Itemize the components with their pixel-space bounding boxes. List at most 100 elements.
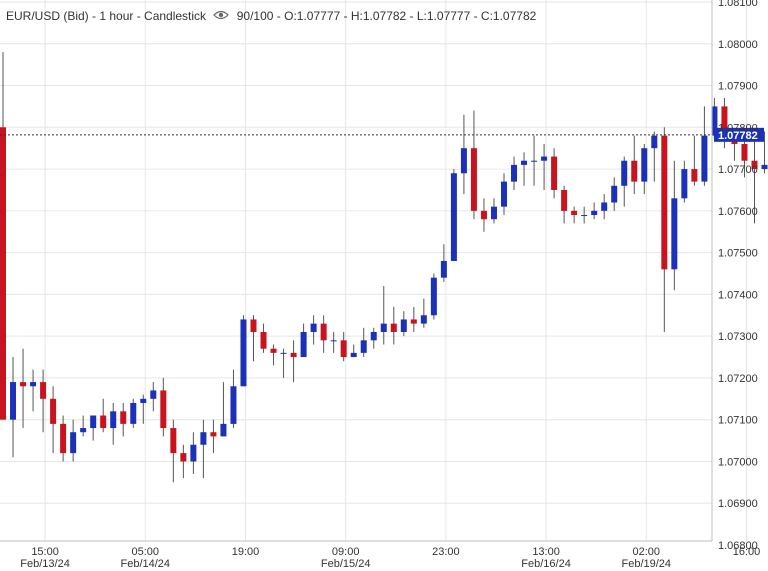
candle-body (140, 398, 147, 403)
candle-body (721, 106, 728, 140)
candle-body (691, 169, 698, 182)
y-tick-label: 1.07400 (718, 289, 758, 301)
candle-body (741, 144, 748, 161)
candle-body (410, 319, 417, 324)
x-tick-label: 09:00 (332, 546, 360, 558)
candle-body (110, 411, 117, 429)
candle-body (230, 386, 237, 424)
candle-body (260, 331, 267, 349)
candle-body (551, 156, 558, 190)
candle-body (641, 148, 648, 182)
candle-body (571, 210, 578, 216)
candle-body (90, 415, 97, 429)
candle-body (350, 352, 357, 358)
candle-body (160, 390, 167, 429)
price-axis: 1.06800 1.06900 1.07000 1.07100 1.07200 1.073… (711, 0, 758, 552)
candle-body (561, 189, 568, 211)
candle-body (581, 215, 588, 217)
candle-body (701, 135, 708, 182)
x-tick-label: 05:00 (132, 546, 160, 558)
x-tick-label: 16:00 (733, 546, 761, 558)
candle-body (521, 160, 528, 165)
candle-body (200, 432, 207, 445)
eye-icon[interactable] (213, 9, 230, 23)
x-tick-date: Feb/13/24 (20, 558, 70, 570)
x-tick-date: Feb/19/24 (622, 558, 672, 570)
candle-body (631, 160, 638, 182)
candle-body (671, 198, 678, 270)
x-tick-label: 13:00 (532, 546, 560, 558)
y-tick-label: 1.07500 (718, 248, 758, 260)
y-tick-label: 1.08000 (718, 39, 758, 51)
candle-body (50, 398, 57, 424)
candle-body (440, 260, 447, 278)
x-tick-label: 02:00 (633, 546, 661, 558)
overlay: 1.07782 (0, 127, 764, 142)
candle-body (310, 323, 317, 332)
candle-body (531, 160, 538, 162)
candle-body (751, 160, 758, 170)
candle-body (300, 331, 307, 358)
y-tick-label: 1.06900 (718, 498, 758, 510)
candle-body (601, 202, 608, 211)
candle-body (60, 423, 67, 454)
grid-lines (0, 0, 747, 541)
candle-body (270, 348, 277, 353)
candle-body (340, 340, 347, 358)
candle-body (611, 185, 618, 203)
candle-body (370, 331, 377, 341)
candle-body (130, 402, 137, 424)
x-tick-label: 15:00 (31, 546, 59, 558)
ohlc-label: - O:1.07777 - H:1.07782 - L:1.07777 - C:… (276, 9, 537, 24)
candle-body (10, 382, 17, 420)
candle-body (761, 164, 768, 170)
candle-body (170, 428, 177, 454)
candle-body (290, 352, 297, 358)
candle-body (430, 277, 437, 316)
candle-body (511, 164, 518, 182)
x-tick-label: 19:00 (232, 546, 260, 558)
candle-body (501, 181, 507, 207)
candle-body (330, 340, 337, 342)
last-price-label: 1.07782 (718, 130, 758, 142)
candle-body (661, 135, 668, 270)
y-tick-label: 1.07100 (718, 415, 758, 427)
y-tick-label: 1.07300 (718, 331, 758, 343)
candle-body (20, 382, 27, 387)
candle-body (220, 423, 227, 437)
chart-header: EUR/USD (Bid) - 1 hour - Candlestick 90/… (6, 9, 536, 25)
candle-body (390, 323, 397, 332)
candle-body (731, 139, 738, 145)
candle-body (591, 210, 598, 216)
candle-body (250, 319, 257, 332)
candle-body (30, 382, 37, 387)
x-tick-date: Feb/15/24 (321, 558, 371, 570)
candle-body (490, 206, 497, 220)
candle-body (681, 169, 688, 199)
candle-body (180, 453, 187, 462)
candle-body (420, 315, 427, 324)
candle-body (621, 160, 628, 186)
candle-body (460, 148, 467, 174)
candle-body (280, 352, 287, 354)
y-tick-label: 1.07900 (718, 81, 758, 93)
candle-body (470, 148, 477, 211)
candle-body (40, 382, 47, 399)
y-tick-label: 1.06800 (718, 540, 758, 552)
candle-body (651, 135, 658, 149)
candle-body (480, 210, 487, 220)
y-tick-label: 1.07000 (718, 456, 758, 468)
candle-body (400, 319, 407, 332)
candle-body (100, 415, 107, 429)
candle-body (120, 411, 127, 424)
zoom-label: 90/100 (236, 9, 274, 24)
candle-body (240, 319, 247, 387)
candle-body (711, 106, 718, 136)
candles (0, 52, 768, 483)
candle-body (80, 428, 87, 433)
x-tick-label: 23:00 (432, 546, 460, 558)
x-tick-date: Feb/16/24 (521, 558, 571, 570)
candle-body (190, 444, 197, 462)
